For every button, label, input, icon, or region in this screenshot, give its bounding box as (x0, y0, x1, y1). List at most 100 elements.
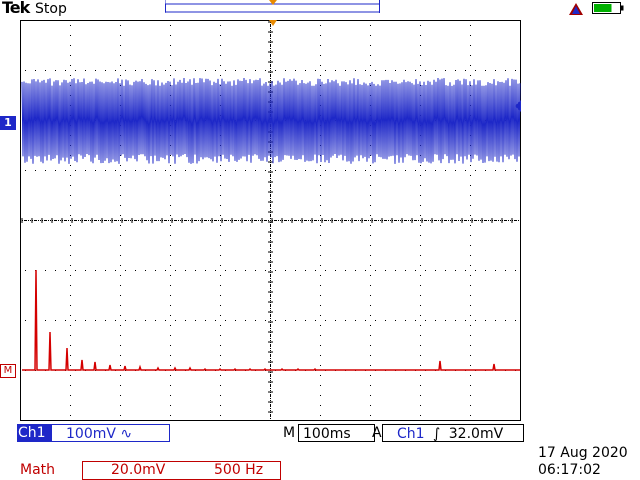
center-dot (170, 220, 171, 221)
grid-dot (120, 75, 121, 76)
center-dot (270, 300, 271, 301)
grid-dot (270, 25, 271, 26)
center-dot (270, 408, 271, 409)
ch1-ground-marker[interactable]: 1 (0, 116, 16, 130)
grid-dot (320, 255, 321, 256)
grid-dot (405, 220, 406, 221)
center-dot (300, 220, 301, 221)
grid-dot (385, 170, 386, 171)
center-dot (502, 220, 503, 221)
center-dot (390, 220, 391, 221)
center-dot (432, 220, 433, 221)
grid-dot (395, 320, 396, 321)
grid-dot (115, 170, 116, 171)
grid-dot (170, 285, 171, 286)
center-dot (208, 220, 209, 221)
grid-dot (155, 270, 156, 271)
center-dot (248, 220, 249, 221)
grid-dot (120, 275, 121, 276)
center-dot (320, 220, 321, 221)
grid-dot (270, 415, 271, 416)
grid-dot (220, 375, 221, 376)
grid-dot (185, 270, 186, 271)
center-dot (434, 220, 435, 221)
record-position-bar[interactable] (165, 0, 380, 13)
grid-dot (145, 220, 146, 221)
center-dot (270, 34, 271, 35)
grid-dot (475, 170, 476, 171)
math-readout[interactable]: 20.0mV 500 Hz (82, 461, 281, 480)
center-dot (270, 234, 271, 235)
grid-dot (220, 35, 221, 36)
grid-dot (195, 170, 196, 171)
grid-dot (515, 170, 516, 171)
grid-dot (265, 170, 266, 171)
center-dot (270, 260, 271, 261)
grid-dot (420, 235, 421, 236)
grid-dot (370, 175, 371, 176)
center-dot (270, 398, 271, 399)
grid-dot (470, 75, 471, 76)
ch1-waveform-trace (21, 77, 521, 164)
grid-dot (170, 255, 171, 256)
grid-dot (355, 70, 356, 71)
grid-dot (320, 245, 321, 246)
center-dot (456, 220, 457, 221)
center-dot (486, 220, 487, 221)
grid-dot (95, 70, 96, 71)
center-dot (270, 44, 271, 45)
ch1-scale-readout[interactable]: 100mV ∿ (51, 424, 170, 442)
grid-dot (270, 305, 271, 306)
grid-dot (195, 270, 196, 271)
center-dot (270, 180, 271, 181)
grid-dot (105, 170, 106, 171)
grid-dot (245, 320, 246, 321)
grid-dot (420, 275, 421, 276)
math-label[interactable]: Math (20, 462, 56, 478)
grid-dot (470, 335, 471, 336)
grid-dot (320, 35, 321, 36)
center-dot (196, 220, 197, 221)
center-dot (50, 220, 51, 221)
waveform-display[interactable] (20, 20, 521, 421)
center-dot (270, 374, 271, 375)
center-dot (336, 220, 337, 221)
center-dot (206, 220, 207, 221)
grid-dot (335, 270, 336, 271)
math-ground-marker[interactable]: M (0, 364, 16, 378)
grid-dot (255, 170, 256, 171)
trigger-level-marker-icon (515, 100, 521, 112)
grid-dot (270, 215, 271, 216)
center-dot (270, 54, 271, 55)
center-dot (90, 220, 91, 221)
grid-dot (370, 55, 371, 56)
center-dot (192, 220, 193, 221)
center-dot (134, 220, 135, 221)
center-dot (334, 220, 335, 221)
center-dot (270, 360, 271, 361)
grid-dot (405, 320, 406, 321)
grid-dot (320, 75, 321, 76)
grid-dot (470, 35, 471, 36)
center-dot (270, 418, 271, 419)
grid-dot (70, 25, 71, 26)
grid-dot (135, 70, 136, 71)
grid-dot (220, 75, 221, 76)
timebase-readout[interactable]: 100ms (298, 424, 375, 442)
grid-dot (70, 175, 71, 176)
center-dot (276, 220, 277, 221)
center-dot (270, 68, 271, 69)
trigger-readout[interactable]: Ch1 ∫ 32.0mV (382, 424, 524, 442)
center-dot (270, 74, 271, 75)
grid-dot (320, 25, 321, 26)
grid-dot (315, 220, 316, 221)
grid-dot (295, 220, 296, 221)
center-dot (460, 220, 461, 221)
ch1-label[interactable]: Ch1 (17, 424, 51, 442)
center-dot (270, 312, 271, 313)
center-dot (270, 202, 271, 203)
grid-dot (415, 70, 416, 71)
grid-dot (470, 25, 471, 26)
grid-dot (405, 270, 406, 271)
center-dot (136, 220, 137, 221)
